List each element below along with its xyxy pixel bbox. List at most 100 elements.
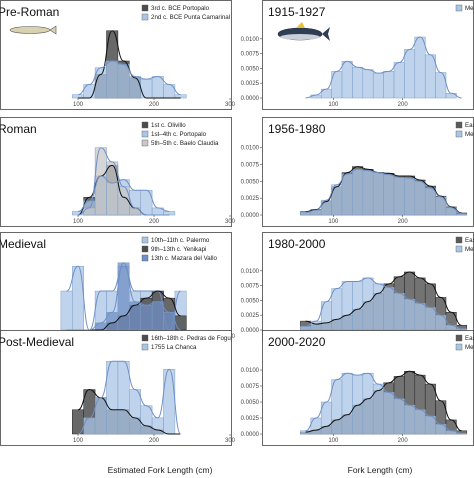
panel-7: 0.0000 0.0025 0.0050 0.0075 0.0100 100 200 2000… xyxy=(241,330,474,446)
bar xyxy=(341,173,353,216)
x-tick-label: 200 xyxy=(398,438,409,444)
bar xyxy=(106,161,119,216)
bar xyxy=(341,281,353,331)
y-tick-label: 0.0075 xyxy=(241,284,260,290)
bar xyxy=(352,66,364,99)
y-tick-label: 0.0075 xyxy=(241,52,260,58)
legend-entry: 3rd c. BCE Portopalo xyxy=(151,5,210,12)
panel-2: 100200300Medieval10th–11th c. Palermo9th… xyxy=(0,232,236,342)
y-tick-label: 0.0000 xyxy=(241,96,260,102)
bar xyxy=(331,379,343,435)
x-axis-label-left: Estimated Fork Length (cm) xyxy=(107,465,213,475)
bar xyxy=(393,177,405,216)
bar xyxy=(300,326,312,331)
bar xyxy=(414,303,426,331)
bar xyxy=(424,54,436,99)
y-tick-label: 0.0075 xyxy=(241,384,260,390)
bar xyxy=(300,212,312,216)
y-tick-label: 0.0100 xyxy=(241,146,260,152)
legend-swatch xyxy=(141,121,149,129)
bar xyxy=(72,94,84,99)
bar xyxy=(72,266,84,331)
bar xyxy=(404,298,416,331)
bar xyxy=(404,49,416,99)
legend-entry: East xyxy=(465,122,474,129)
legend-entry: Med xyxy=(465,5,474,12)
legend-swatch xyxy=(141,236,149,244)
legend-entry: Med xyxy=(465,131,474,138)
legend-entry: 1st–4th c. Portopalo xyxy=(151,131,207,138)
y-tick-label: 0.0050 xyxy=(241,400,260,406)
bar xyxy=(393,293,405,331)
legend-entry: 16th–18th c. Pedras de Fogu xyxy=(151,335,231,342)
bar xyxy=(352,169,364,216)
bar xyxy=(151,76,164,99)
bar xyxy=(129,76,141,99)
x-tick-label: 200 xyxy=(398,102,409,108)
y-tick-label: 0.0000 xyxy=(241,432,260,438)
y-tick-label: 0.0025 xyxy=(241,196,260,202)
y-tick-label: 0.0000 xyxy=(241,328,260,334)
bar xyxy=(129,389,141,435)
legend-entry: 9th–13th c. Yenikapi xyxy=(151,246,206,253)
legend-swatch xyxy=(455,245,463,253)
x-tick-label: 100 xyxy=(73,438,84,444)
bar xyxy=(372,383,384,435)
y-tick-label: 0.0000 xyxy=(241,213,260,219)
x-tick-label: 200 xyxy=(149,219,160,225)
legend-entry: 1st c. Olivillo xyxy=(151,122,186,129)
legend-entry: 13th c. Mazara del Vallo xyxy=(151,255,217,262)
panel-4: 0.0000 0.0025 0.0050 0.0075 0.0100 100 200 1915… xyxy=(241,0,474,110)
bar xyxy=(352,281,364,331)
panel-1: 100 200 300 Roman 1st c. Olivillo 1st–4th c. … xyxy=(0,117,236,227)
legend-swatch xyxy=(141,254,149,262)
legend-entry: East xyxy=(465,335,474,342)
bar xyxy=(393,62,405,99)
bar xyxy=(414,181,426,216)
density-line xyxy=(305,277,462,330)
legend-swatch xyxy=(455,4,463,12)
legend-swatch xyxy=(141,245,149,253)
panel-title: 1980-2000 xyxy=(268,237,326,251)
y-tick-label: 0.0075 xyxy=(241,163,260,169)
bar xyxy=(414,409,426,435)
bar xyxy=(372,72,384,99)
y-tick-label: 0.0100 xyxy=(241,368,260,374)
y-tick-label: 0.0025 xyxy=(241,81,260,87)
y-tick-label: 0.0025 xyxy=(241,313,260,319)
legend-swatch xyxy=(455,334,463,342)
legend-entry: East xyxy=(465,237,474,244)
panel-title: Roman xyxy=(0,122,37,136)
x-axis-label-right: Fork Length (cm) xyxy=(347,465,413,475)
bar xyxy=(106,60,119,99)
density-line xyxy=(305,36,462,99)
legend-swatch xyxy=(141,139,149,147)
bar xyxy=(174,94,187,99)
legend-entry: 5th–5th c. Baelo Claudia xyxy=(151,140,219,147)
density-line xyxy=(305,370,462,433)
bar xyxy=(372,172,384,216)
bar xyxy=(163,211,176,216)
bar xyxy=(60,290,73,331)
density-line xyxy=(305,168,462,215)
bar xyxy=(383,392,395,435)
legend-swatch xyxy=(455,236,463,244)
bar xyxy=(341,372,353,435)
y-tick-label: 0.0050 xyxy=(241,66,260,72)
bar xyxy=(117,64,130,99)
legend-entry: 1755 La Chanca xyxy=(151,344,197,351)
x-tick-label: 200 xyxy=(149,102,160,108)
bar xyxy=(414,36,426,99)
bar xyxy=(383,71,395,99)
bar xyxy=(94,322,107,331)
bar xyxy=(383,174,395,216)
density-line xyxy=(77,360,182,435)
fish-sketch-icon xyxy=(9,25,57,35)
legend-swatch xyxy=(141,343,149,351)
y-tick-label: 0.0100 xyxy=(241,37,260,43)
x-tick-label: 300 xyxy=(225,102,236,108)
legend-swatch xyxy=(455,130,463,138)
bar xyxy=(352,374,364,435)
panel-title: 2000-2020 xyxy=(268,335,326,349)
